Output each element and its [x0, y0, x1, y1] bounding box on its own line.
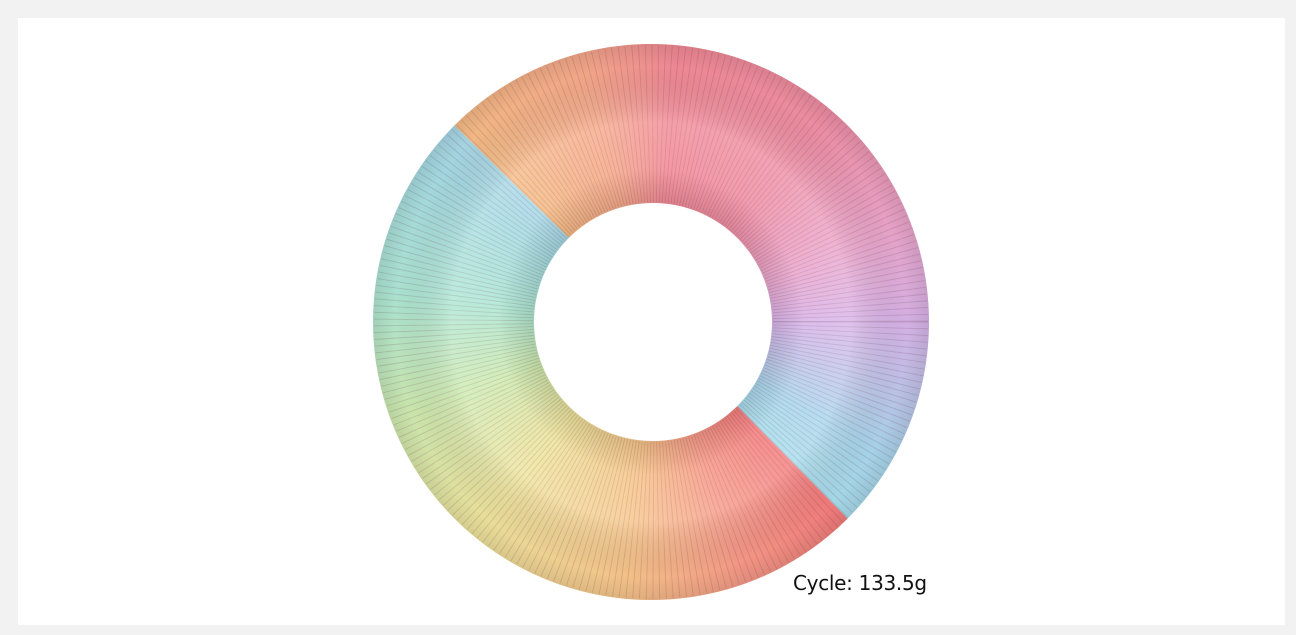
spring-image	[0, 0, 1296, 635]
caption: Cycle: 133.5g	[793, 571, 927, 595]
page: Cycle: 133.5g (() => { const data = JSON…	[0, 0, 1296, 635]
ring-shading	[373, 44, 929, 600]
